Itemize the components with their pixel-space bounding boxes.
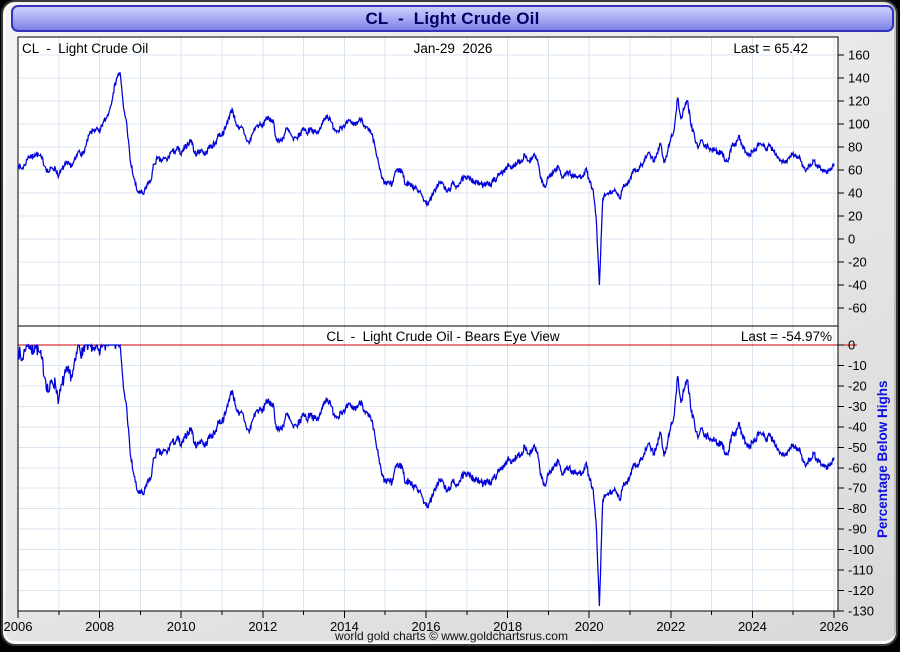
- svg-text:-20: -20: [848, 378, 867, 393]
- svg-text:-30: -30: [848, 399, 867, 414]
- plot-background: [18, 37, 838, 611]
- svg-text:40: 40: [848, 186, 862, 201]
- svg-text:60: 60: [848, 163, 862, 178]
- svg-text:2020: 2020: [575, 619, 604, 634]
- svg-text:2016: 2016: [412, 619, 441, 634]
- drawdown-series-line: [17, 343, 835, 607]
- svg-text:120: 120: [848, 94, 870, 109]
- bottom-panel-title: CL - Light Crude Oil - Bears Eye View: [326, 329, 560, 344]
- chart-canvas: 160 140 120 100 80 60 40 20 0 -20 -40 -60 0 -10 -20 -30…: [4, 36, 874, 634]
- svg-text:2022: 2022: [656, 619, 685, 634]
- svg-text:2010: 2010: [167, 619, 196, 634]
- svg-text:-130: -130: [848, 604, 874, 619]
- svg-text:-20: -20: [848, 255, 867, 270]
- top-panel-label: CL - Light Crude Oil: [22, 41, 149, 56]
- top-panel-last-value: Last = 65.42: [733, 41, 808, 56]
- svg-text:100: 100: [848, 117, 870, 132]
- svg-text:20: 20: [848, 209, 862, 224]
- svg-text:-90: -90: [848, 522, 867, 537]
- svg-text:0: 0: [848, 232, 855, 247]
- window-title: CL - Light Crude Oil: [365, 8, 540, 28]
- svg-text:0: 0: [848, 338, 855, 353]
- svg-text:-40: -40: [848, 419, 867, 434]
- svg-text:-60: -60: [848, 460, 867, 475]
- right-axis-title: Percentage Below Highs: [875, 380, 890, 538]
- svg-text:2008: 2008: [85, 619, 114, 634]
- svg-text:160: 160: [848, 48, 870, 63]
- svg-text:-50: -50: [848, 440, 867, 455]
- svg-text:-10: -10: [848, 358, 867, 373]
- gridlines: [17, 37, 838, 611]
- svg-text:-80: -80: [848, 501, 867, 516]
- svg-text:-110: -110: [848, 563, 873, 578]
- svg-text:2024: 2024: [738, 619, 767, 634]
- chart-date-label: Jan-29 2026: [413, 41, 493, 56]
- footer-credit: world gold charts © www.goldchartsrus.co…: [335, 629, 568, 643]
- svg-text:140: 140: [848, 71, 870, 86]
- price-series-line: [17, 71, 835, 286]
- svg-text:-40: -40: [848, 278, 867, 293]
- svg-text:2018: 2018: [493, 619, 522, 634]
- panel-borders: [17, 36, 839, 612]
- svg-text:80: 80: [848, 140, 862, 155]
- svg-text:2026: 2026: [820, 619, 849, 634]
- svg-text:2014: 2014: [330, 619, 359, 634]
- svg-text:-60: -60: [848, 301, 867, 316]
- svg-text:-70: -70: [848, 481, 867, 496]
- right-axis: 160 140 120 100 80 60 40 20 0 -20 -40 -60 0 -10 -20 -30…: [838, 48, 874, 619]
- x-axis: 2006 2008 2010 2012 2014 2016 2018 2020 2022 2024…: [4, 611, 849, 634]
- window-titlebar: CL - Light Crude Oil: [11, 5, 894, 32]
- svg-text:-120: -120: [848, 583, 874, 598]
- svg-text:2006: 2006: [4, 619, 33, 634]
- bottom-panel-last-value: Last = -54.97%: [740, 329, 832, 344]
- svg-text:-100: -100: [848, 542, 874, 557]
- svg-text:2012: 2012: [248, 619, 277, 634]
